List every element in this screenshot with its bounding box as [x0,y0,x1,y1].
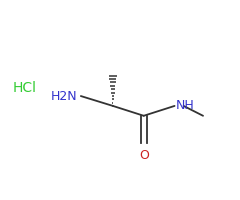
Text: HCl: HCl [13,81,37,95]
Text: NH: NH [176,99,194,112]
Text: H2N: H2N [51,90,77,103]
Text: O: O [139,149,149,162]
